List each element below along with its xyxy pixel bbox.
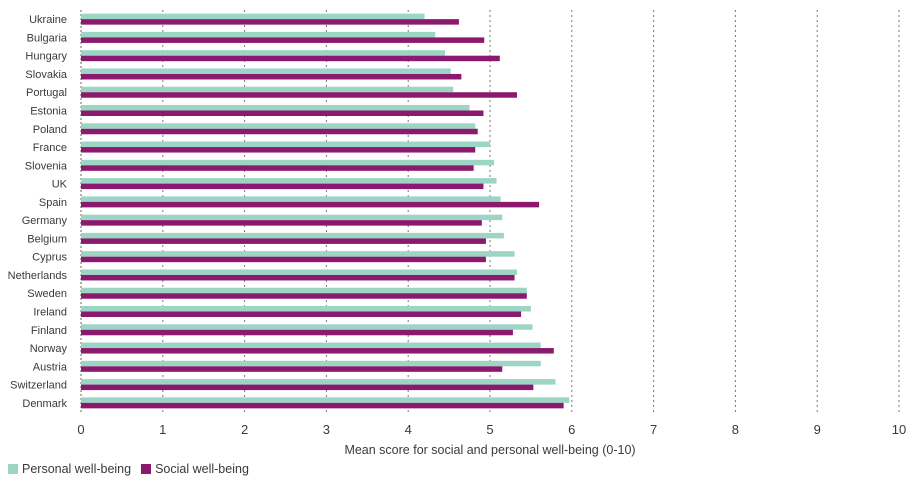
- category-label: Norway: [30, 343, 68, 355]
- legend-item-social: Social well-being: [141, 462, 249, 476]
- bar-social: [81, 73, 462, 80]
- category-labels: Ukraine Bulgaria Hungary Slovakia Portugal Es…: [8, 14, 68, 410]
- bar-personal: [81, 306, 531, 312]
- category-label: Belgium: [27, 233, 67, 245]
- x-tick-label: 7: [650, 422, 657, 437]
- bar-personal: [81, 105, 470, 111]
- category-label: Switzerland: [10, 380, 67, 392]
- bar-social: [81, 147, 476, 153]
- bar-personal: [81, 342, 541, 349]
- category-label: Portugal: [26, 87, 67, 99]
- category-label: France: [33, 142, 67, 154]
- bar-social: [81, 402, 564, 409]
- category-label: Austria: [33, 361, 68, 373]
- bar-personal: [81, 31, 436, 38]
- x-tick-label: 3: [323, 422, 330, 437]
- bar-social: [81, 329, 513, 336]
- bar-personal: [81, 141, 490, 148]
- bar-social: [81, 293, 527, 299]
- category-label: UK: [52, 179, 68, 191]
- category-label: Sweden: [27, 288, 67, 300]
- bar-personal: [81, 269, 517, 275]
- category-label: Netherlands: [8, 270, 68, 282]
- category-label: Hungary: [25, 51, 67, 63]
- bar-social: [81, 165, 474, 171]
- category-label: Denmark: [22, 398, 67, 410]
- bar-social: [81, 37, 485, 43]
- bar-personal: [81, 178, 497, 184]
- bar-social: [81, 238, 486, 244]
- bar-social: [81, 311, 522, 317]
- bar-social: [81, 92, 517, 98]
- bar-personal: [81, 287, 527, 294]
- bar-social: [81, 183, 484, 190]
- category-label: Bulgaria: [27, 32, 68, 44]
- bar-personal: [81, 123, 476, 129]
- bar-social: [81, 128, 478, 135]
- category-label: Germany: [22, 215, 68, 227]
- x-tick-labels: 0 1 2 3 4 5 6 7 8 9 10: [77, 422, 906, 437]
- x-tick-label: 10: [892, 422, 906, 437]
- bar-social: [81, 384, 534, 391]
- x-tick-label: 9: [814, 422, 821, 437]
- bar-personal: [81, 86, 454, 93]
- category-label: Cyprus: [32, 252, 67, 264]
- x-tick-label: 8: [732, 422, 739, 437]
- category-label: Estonia: [30, 106, 68, 118]
- x-axis-title: Mean score for social and personal well-…: [344, 443, 635, 457]
- x-tick-label: 6: [568, 422, 575, 437]
- bar-personal: [81, 324, 533, 330]
- x-tick-label: 5: [486, 422, 493, 437]
- category-label: Finland: [31, 325, 67, 337]
- x-tick-label: 2: [241, 422, 248, 437]
- bar-personal: [81, 397, 570, 403]
- bar-social: [81, 348, 554, 354]
- category-label: Ireland: [33, 307, 67, 319]
- category-label: Ukraine: [29, 14, 67, 26]
- category-label: Spain: [39, 197, 67, 209]
- category-label: Slovakia: [25, 69, 67, 81]
- bar-personal: [81, 68, 451, 74]
- category-label: Slovenia: [25, 160, 68, 172]
- category-label: Poland: [33, 124, 67, 136]
- bar-personal: [81, 214, 503, 221]
- bar-personal: [81, 232, 504, 239]
- bar-social: [81, 201, 540, 208]
- legend-item-personal: Personal well-being: [8, 462, 131, 476]
- bar-social: [81, 220, 482, 226]
- legend-label-social: Social well-being: [155, 462, 249, 476]
- bar-personal: [81, 13, 425, 20]
- bar-social: [81, 19, 459, 25]
- bar-personal: [81, 50, 446, 56]
- bar-personal: [81, 159, 495, 166]
- bar-social: [81, 55, 500, 62]
- legend-swatch-social: [141, 464, 152, 474]
- legend-swatch-personal: [8, 464, 18, 474]
- bar-personal: [81, 379, 556, 385]
- bar-social: [81, 110, 484, 116]
- x-tick-label: 4: [405, 422, 412, 437]
- x-tick-label: 0: [77, 422, 84, 437]
- bar-personal: [81, 251, 515, 257]
- bar-personal: [81, 360, 541, 367]
- bar-social: [81, 256, 486, 263]
- bars: [81, 13, 570, 409]
- x-tick-label: 1: [159, 422, 166, 437]
- bar-social: [81, 274, 515, 281]
- bar-personal: [81, 196, 501, 202]
- legend: Personal well-being Social well-being: [8, 462, 259, 476]
- legend-label-personal: Personal well-being: [22, 462, 132, 476]
- bar-social: [81, 366, 503, 372]
